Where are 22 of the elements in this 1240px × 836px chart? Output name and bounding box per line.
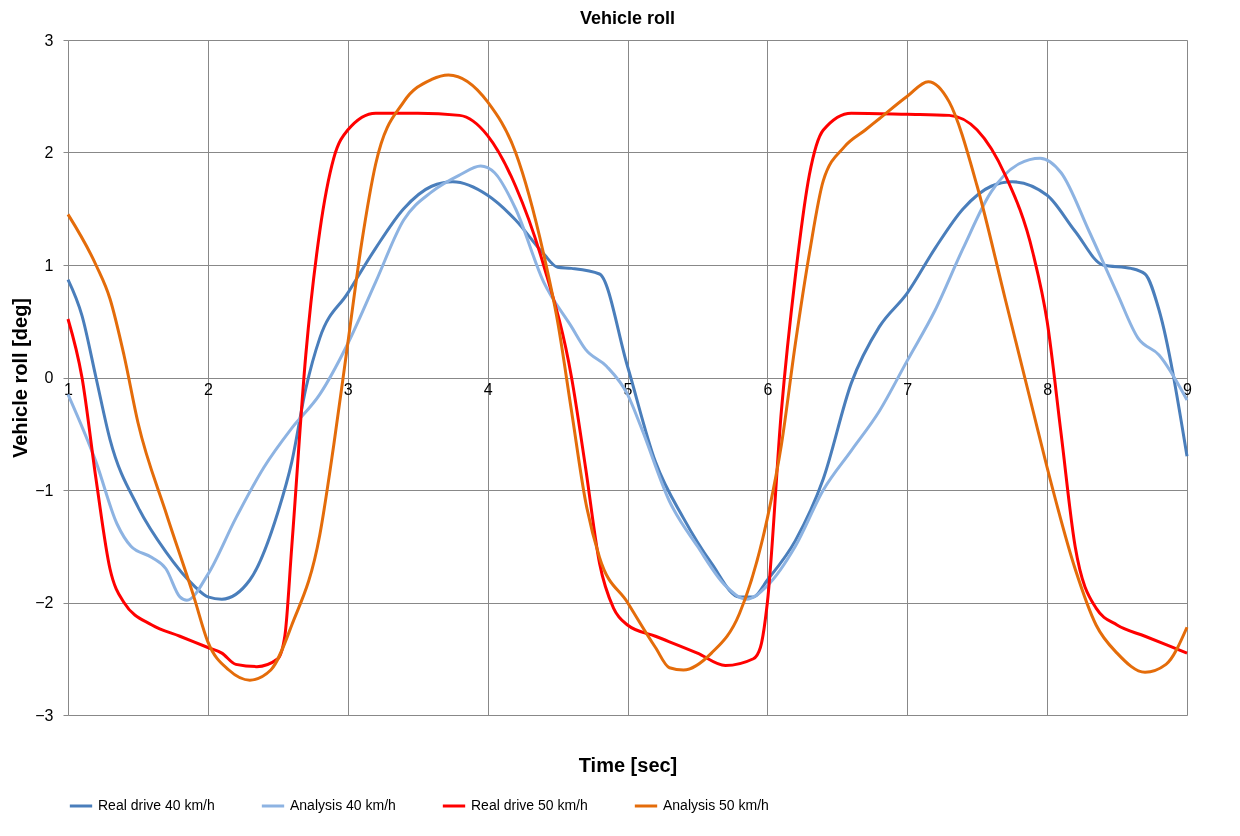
legend-label: Real drive 50 km/h <box>471 797 588 813</box>
legend-label: Analysis 50 km/h <box>663 797 769 813</box>
x-tick-label: 6 <box>763 381 773 398</box>
x-tick-label: 7 <box>903 381 913 398</box>
y-axis-title: Vehicle roll [deg] <box>9 297 32 459</box>
legend-label: Real drive 40 km/h <box>98 797 215 813</box>
x-tick-label: 3 <box>343 381 353 398</box>
y-tick-label: 0 <box>44 369 54 386</box>
x-tick-label: 4 <box>483 381 493 398</box>
y-tick-label: 3 <box>44 31 54 49</box>
y-tick-label: −3 <box>35 706 54 724</box>
chart-title: Vehicle roll <box>579 8 676 28</box>
x-axis-title: Time [sec] <box>578 753 678 776</box>
x-tick-label: 1 <box>64 381 74 398</box>
y-tick-label: 2 <box>44 144 54 161</box>
x-tick-label: 2 <box>203 381 213 398</box>
y-tick-label: 1 <box>44 256 54 274</box>
x-tick-label: 8 <box>1043 381 1053 398</box>
x-tick-label: 9 <box>1183 381 1193 398</box>
legend-label: Analysis 40 km/h <box>290 797 396 813</box>
y-tick-label: −2 <box>35 594 54 611</box>
y-tick-label: −1 <box>35 481 54 499</box>
